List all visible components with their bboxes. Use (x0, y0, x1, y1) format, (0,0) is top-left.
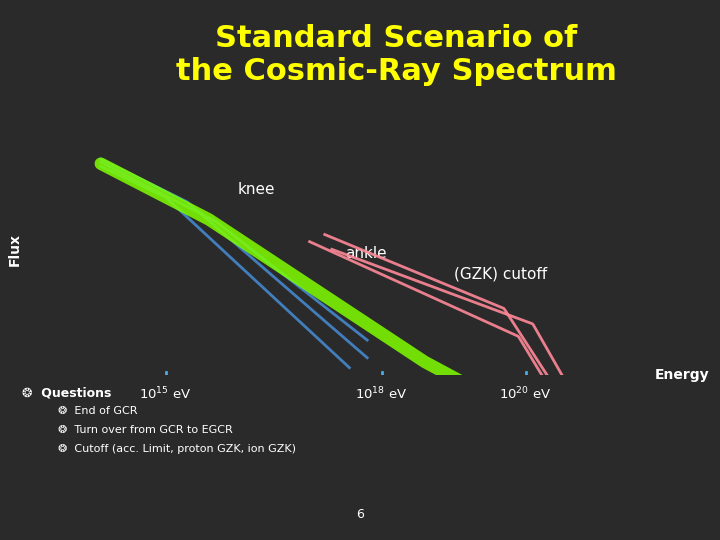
Text: ❂  End of GCR: ❂ End of GCR (58, 406, 137, 416)
Text: $10^{18}$ eV: $10^{18}$ eV (356, 386, 408, 402)
Text: ❂  Turn over from GCR to EGCR: ❂ Turn over from GCR to EGCR (58, 425, 233, 435)
Text: $10^{20}$ eV: $10^{20}$ eV (500, 386, 552, 402)
Text: ❂  Cutoff (acc. Limit, proton GZK, ion GZK): ❂ Cutoff (acc. Limit, proton GZK, ion GZ… (58, 444, 296, 454)
Text: $10^{15}$ eV: $10^{15}$ eV (140, 386, 192, 402)
Text: ❂  Questions: ❂ Questions (22, 386, 111, 399)
Text: Flux: Flux (7, 233, 22, 266)
Text: the Cosmic-Ray Spectrum: the Cosmic-Ray Spectrum (176, 57, 616, 86)
Text: (GZK) cutoff: (GZK) cutoff (454, 267, 546, 282)
Text: 6: 6 (356, 508, 364, 521)
Text: ankle: ankle (346, 246, 387, 261)
Text: Standard Scenario of: Standard Scenario of (215, 24, 577, 53)
Text: knee: knee (238, 182, 275, 197)
Text: Energy: Energy (655, 368, 710, 382)
